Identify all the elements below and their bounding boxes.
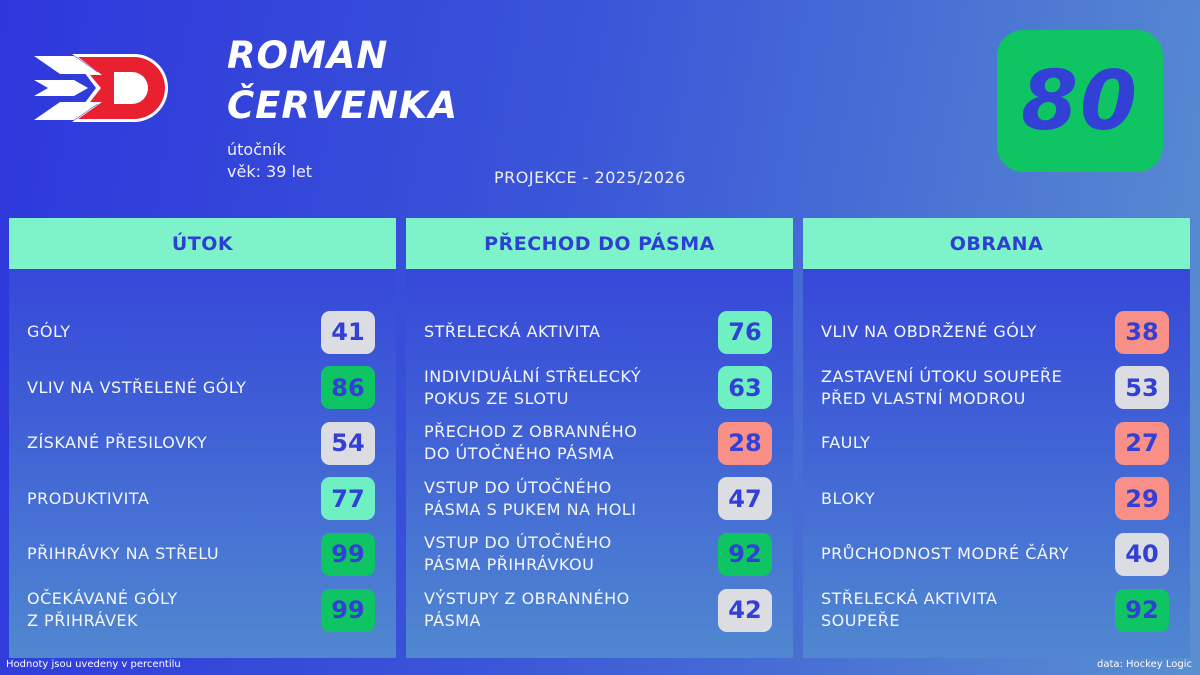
stat-row: BLOKY 29 — [803, 473, 1190, 525]
stat-row: OČEKÁVANÉ GÓLY Z PŘIHRÁVEK 99 — [9, 584, 396, 636]
stat-value-badge: 40 — [1115, 532, 1169, 576]
stat-label: STŘELECKÁ AKTIVITA — [424, 322, 601, 341]
stat-row: FAULY 27 — [803, 417, 1190, 469]
stat-value-badge: 92 — [1115, 588, 1169, 632]
stat-label: ZÍSKANÉ PŘESILOVKY — [27, 433, 208, 453]
stat-row: STŘELECKÁ AKTIVITA 76 — [406, 306, 793, 358]
panel-utok: ÚTOK GÓLY 41 VLIV NA VSTŘELENÉ GÓLY 86 Z… — [9, 218, 396, 658]
stat-label: STŘELECKÁ AKTIVITA SOUPEŘE — [821, 589, 998, 630]
stat-label: VLIV NA OBDRŽENÉ GÓLY — [821, 322, 1037, 341]
player-position: útočník — [227, 140, 286, 159]
stat-label: PRŮCHODNOST MODRÉ ČÁRY — [821, 544, 1070, 564]
stat-label: PŘECHOD Z OBRANNÉHO DO ÚTOČNÉHO PÁSMA — [424, 422, 638, 464]
player-last-name: ČERVENKA — [227, 84, 459, 127]
stat-value-badge: 53 — [1115, 366, 1169, 410]
footer-note: Hodnoty jsou uvedeny v percentilu — [6, 659, 181, 670]
stat-value-badge: 92 — [718, 532, 772, 576]
player-first-name: ROMAN — [227, 34, 389, 77]
panel-prechod: PŘECHOD DO PÁSMA STŘELECKÁ AKTIVITA 76 I… — [406, 218, 793, 658]
player-age: věk: 39 let — [227, 162, 313, 181]
stat-label: PŘIHRÁVKY NA STŘELU — [27, 544, 220, 564]
stat-value-badge: 42 — [718, 588, 772, 632]
stat-label: OČEKÁVANÉ GÓLY Z PŘIHRÁVEK — [27, 589, 178, 630]
overall-rating: 80 — [997, 30, 1163, 172]
panel-title: PŘECHOD DO PÁSMA — [406, 218, 793, 269]
stat-value-badge: 27 — [1115, 421, 1169, 465]
stat-row: GÓLY 41 — [9, 306, 396, 358]
stat-label: VSTUP DO ÚTOČNÉHO PÁSMA S PUKEM NA HOLI — [424, 477, 637, 519]
stat-label: GÓLY — [27, 322, 71, 341]
stat-row: PŘIHRÁVKY NA STŘELU 99 — [9, 528, 396, 580]
projection-season: PROJEKCE - 2025/2026 — [494, 168, 686, 187]
stat-value-badge: 99 — [321, 532, 375, 576]
stat-value-badge: 28 — [718, 421, 772, 465]
panel-title: ÚTOK — [9, 218, 396, 269]
stat-label: INDIVIDUÁLNÍ STŘELECKÝ POKUS ZE SLOTU — [424, 366, 642, 408]
stat-row: STŘELECKÁ AKTIVITA SOUPEŘE 92 — [803, 584, 1190, 636]
stat-row: VLIV NA VSTŘELENÉ GÓLY 86 — [9, 362, 396, 414]
stat-value-badge: 77 — [321, 477, 375, 521]
stat-label: PRODUKTIVITA — [27, 488, 150, 508]
stat-label: VLIV NA VSTŘELENÉ GÓLY — [27, 377, 247, 397]
stat-label: ZASTAVENÍ ÚTOKU SOUPEŘE PŘED VLASTNÍ MOD… — [821, 366, 1063, 408]
stat-label: VÝSTUPY Z OBRANNÉHO PÁSMA — [424, 589, 630, 630]
stat-value-badge: 29 — [1115, 477, 1169, 521]
stat-row: PRŮCHODNOST MODRÉ ČÁRY 40 — [803, 528, 1190, 580]
stat-value-badge: 86 — [321, 366, 375, 410]
stat-row: ZÍSKANÉ PŘESILOVKY 54 — [9, 417, 396, 469]
stat-value-badge: 76 — [718, 310, 772, 354]
stat-value-badge: 38 — [1115, 310, 1169, 354]
stat-row: VSTUP DO ÚTOČNÉHO PÁSMA S PUKEM NA HOLI … — [406, 473, 793, 525]
panel-obrana: OBRANA VLIV NA OBDRŽENÉ GÓLY 38 ZASTAVEN… — [803, 218, 1190, 658]
data-source: data: Hockey Logic — [1096, 659, 1192, 670]
stat-value-badge: 99 — [321, 588, 375, 632]
stat-row: PRODUKTIVITA 77 — [9, 473, 396, 525]
stat-row: INDIVIDUÁLNÍ STŘELECKÝ POKUS ZE SLOTU 63 — [406, 362, 793, 414]
stat-label: VSTUP DO ÚTOČNÉHO PÁSMA PŘIHRÁVKOU — [424, 533, 612, 575]
stat-value-badge: 41 — [321, 310, 375, 354]
team-logo — [34, 54, 168, 122]
stat-value-badge: 63 — [718, 366, 772, 410]
stat-label: FAULY — [821, 433, 871, 453]
stat-value-badge: 54 — [321, 421, 375, 465]
stat-row: VSTUP DO ÚTOČNÉHO PÁSMA PŘIHRÁVKOU 92 — [406, 528, 793, 580]
stat-row: VLIV NA OBDRŽENÉ GÓLY 38 — [803, 306, 1190, 358]
panel-title: OBRANA — [803, 218, 1190, 269]
stat-row: PŘECHOD Z OBRANNÉHO DO ÚTOČNÉHO PÁSMA 28 — [406, 417, 793, 469]
stat-row: ZASTAVENÍ ÚTOKU SOUPEŘE PŘED VLASTNÍ MOD… — [803, 362, 1190, 414]
stat-value-badge: 47 — [718, 477, 772, 521]
stat-label: BLOKY — [821, 488, 876, 508]
stat-row: VÝSTUPY Z OBRANNÉHO PÁSMA 42 — [406, 584, 793, 636]
